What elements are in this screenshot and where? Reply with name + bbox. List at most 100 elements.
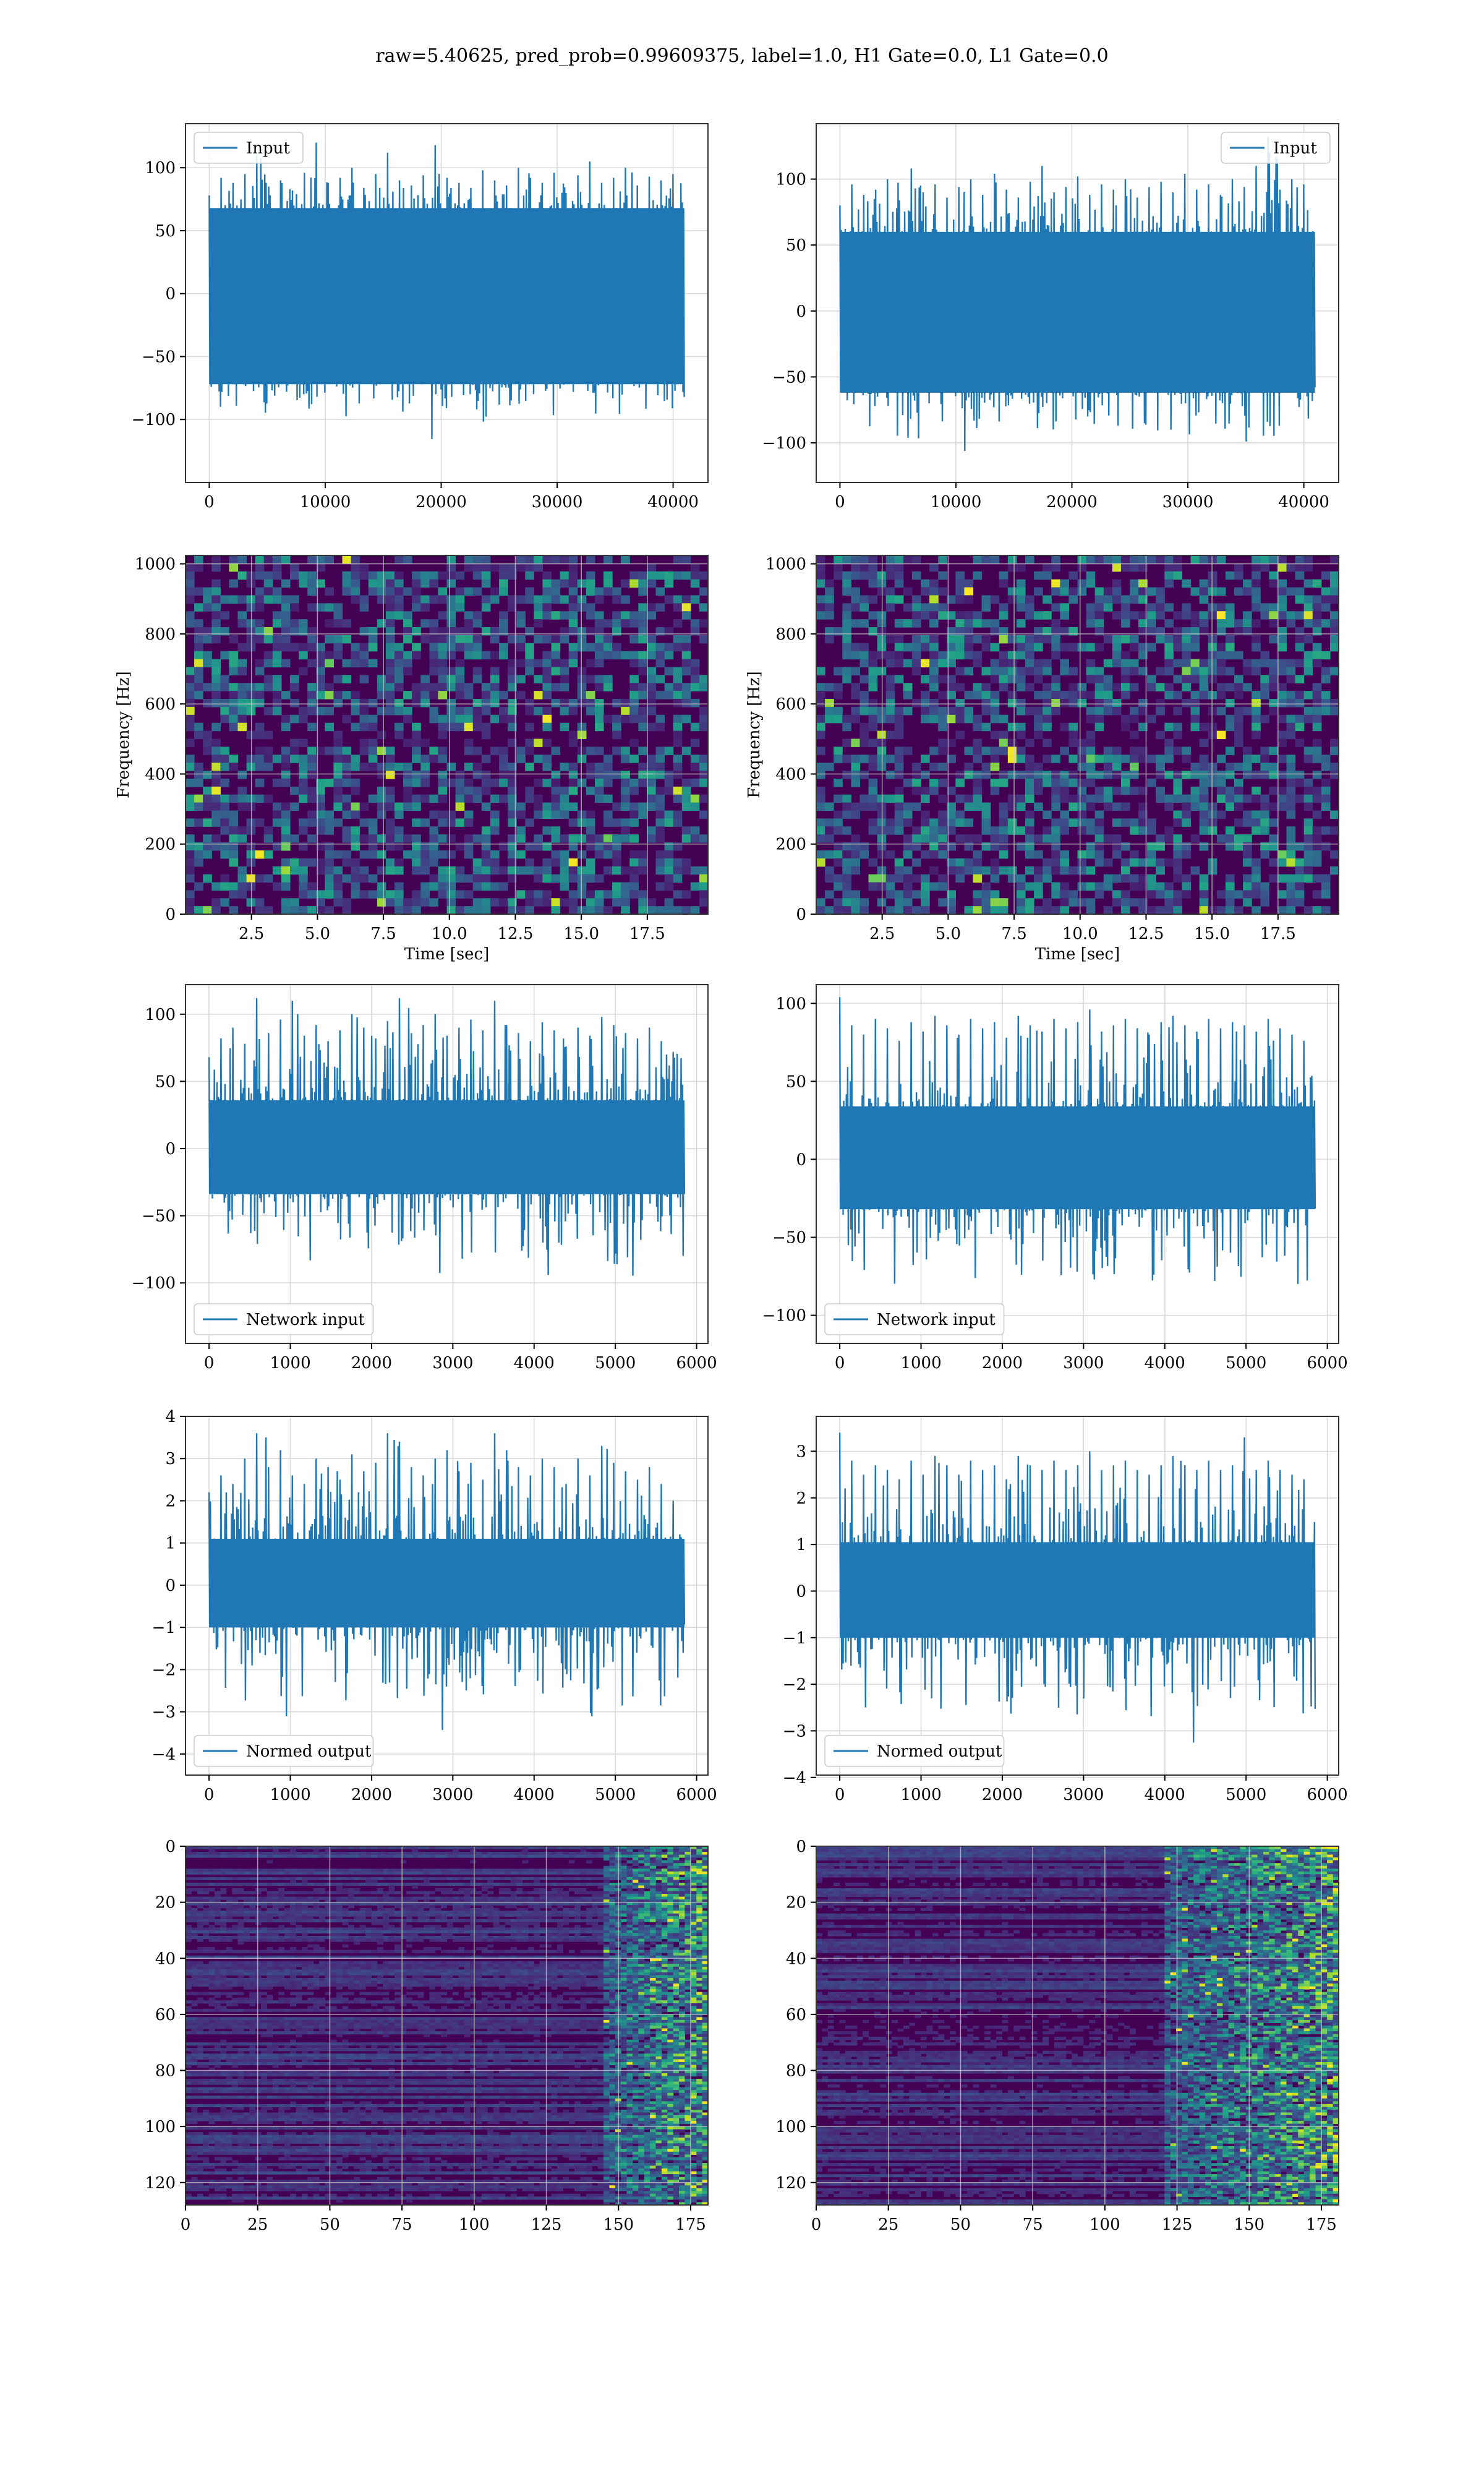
heatmap-cell xyxy=(423,1880,430,1883)
heatmap-cell xyxy=(621,1874,628,1878)
heatmap-cell xyxy=(388,1854,395,1858)
heatmap-cell xyxy=(842,850,851,859)
heatmap-cell xyxy=(420,619,430,628)
heatmap-cell xyxy=(603,810,613,819)
heatmap-cell xyxy=(1051,619,1060,628)
heatmap-cell xyxy=(534,1880,540,1883)
heatmap-cell xyxy=(278,1896,285,1900)
heatmap-cell xyxy=(1025,866,1034,875)
heatmap-cell xyxy=(981,683,991,691)
heatmap-cell xyxy=(472,866,482,875)
heatmap-cell xyxy=(1199,786,1209,795)
heatmap-cell xyxy=(563,1896,569,1900)
heatmap-cell xyxy=(403,635,412,644)
heatmap-cell xyxy=(464,722,474,732)
heatmap-cell xyxy=(655,834,665,843)
heatmap-cell xyxy=(534,1877,540,1880)
heatmap-cell xyxy=(655,1891,662,1894)
heatmap-cell xyxy=(499,771,508,779)
heatmap-cell xyxy=(699,722,708,732)
heatmap-cell xyxy=(568,874,578,883)
heatmap-cell xyxy=(1208,579,1217,588)
heatmap-cell xyxy=(681,866,691,875)
heatmap-cell xyxy=(612,595,621,604)
heatmap-cell xyxy=(508,810,517,819)
heatmap-cell xyxy=(272,818,282,827)
heatmap-cell xyxy=(1025,611,1034,620)
heatmap-cell xyxy=(299,826,308,835)
heatmap-cell xyxy=(542,675,552,683)
heatmap-cell xyxy=(470,1860,477,1864)
x-tick-label: 10.0 xyxy=(1062,925,1098,943)
heatmap-cell xyxy=(1147,555,1156,564)
heatmap-cell xyxy=(186,858,195,867)
heatmap-cell xyxy=(1208,571,1217,580)
heatmap-cell xyxy=(403,786,412,795)
heatmap-cell xyxy=(621,747,630,755)
heatmap-cell xyxy=(609,1896,616,1900)
heatmap-cell xyxy=(1182,699,1192,708)
heatmap-cell xyxy=(359,571,369,580)
heatmap-cell xyxy=(1199,755,1209,763)
heatmap-cell xyxy=(336,1868,343,1872)
heatmap-cell xyxy=(490,635,500,644)
heatmap-cell xyxy=(226,1882,232,1886)
heatmap-cell xyxy=(568,603,578,612)
heatmap-cell xyxy=(493,1871,500,1875)
heatmap-cell xyxy=(699,890,708,899)
heatmap-cell xyxy=(903,683,913,691)
heatmap-cell xyxy=(621,771,630,779)
heatmap-cell xyxy=(455,890,465,899)
heatmap-cell xyxy=(307,834,317,843)
heatmap-cell xyxy=(903,810,913,819)
heatmap-cell xyxy=(351,802,360,811)
heatmap-cell xyxy=(470,1888,477,1892)
heatmap-cell xyxy=(377,1902,383,1906)
heatmap-cell xyxy=(255,1891,262,1894)
heatmap-cell xyxy=(594,683,604,691)
heatmap-cell xyxy=(1164,667,1174,675)
heatmap-cell xyxy=(1269,659,1279,668)
heatmap-cell xyxy=(644,1905,650,1909)
heatmap-cell xyxy=(894,898,904,907)
x-tick-label: 0 xyxy=(204,1786,215,1804)
heatmap-cell xyxy=(499,882,508,891)
heatmap-cell xyxy=(1216,810,1226,819)
heatmap-cell xyxy=(973,738,983,747)
heatmap-cell xyxy=(560,794,569,803)
heatmap-cell xyxy=(603,675,613,683)
heatmap-cell xyxy=(696,1880,703,1883)
heatmap-cell xyxy=(638,858,648,867)
heatmap-cell xyxy=(278,1905,285,1909)
heatmap-cell xyxy=(603,771,613,779)
x-tick-label: 2.5 xyxy=(869,925,895,943)
heatmap-cell xyxy=(621,890,630,899)
heatmap-cell xyxy=(255,794,265,803)
heatmap-cell xyxy=(664,683,674,691)
heatmap-cell xyxy=(1312,906,1322,914)
heatmap-cell xyxy=(702,1860,708,1864)
heatmap-cell xyxy=(1051,563,1060,572)
heatmap-cell xyxy=(816,786,825,795)
heatmap-cell xyxy=(203,1888,210,1892)
heatmap-cell xyxy=(1016,579,1026,588)
heatmap-cell xyxy=(638,1882,645,1886)
heatmap-cell xyxy=(508,763,517,771)
heatmap-cell xyxy=(1068,587,1078,596)
heatmap-cell xyxy=(420,699,430,708)
heatmap-cell xyxy=(342,1871,349,1875)
heatmap-cell xyxy=(842,794,851,803)
heatmap-cell xyxy=(290,1913,296,1917)
y-tick-label: 0 xyxy=(165,1577,176,1595)
heatmap-cell xyxy=(470,1882,477,1886)
heatmap-cell xyxy=(551,1894,558,1898)
heatmap-cell xyxy=(1016,667,1026,675)
heatmap-cell xyxy=(1260,691,1269,700)
heatmap-cell xyxy=(1243,611,1252,620)
heatmap-cell xyxy=(534,675,544,683)
heatmap-cell xyxy=(333,850,343,859)
heatmap-cell xyxy=(186,1891,192,1894)
heatmap-cell xyxy=(868,794,878,803)
heatmap-cell xyxy=(1199,771,1209,779)
heatmap-cell xyxy=(990,786,1000,795)
